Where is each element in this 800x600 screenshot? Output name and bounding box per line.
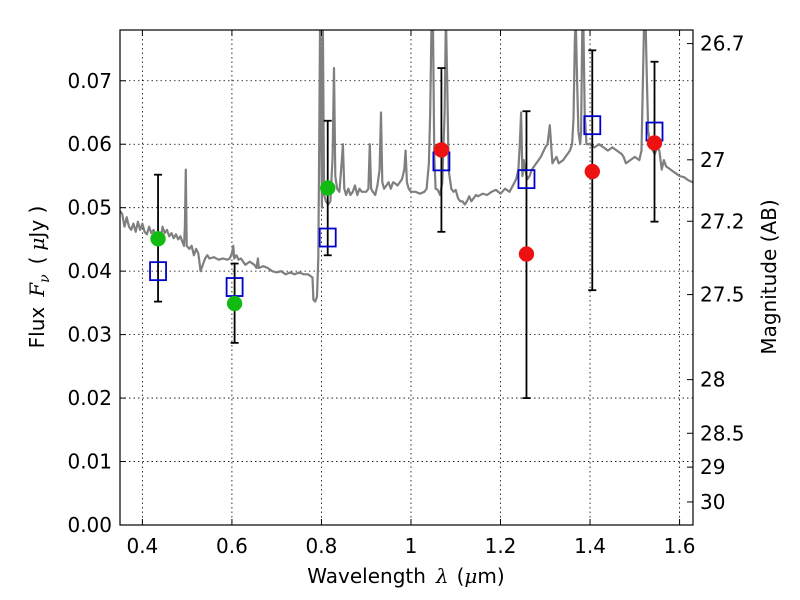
x-tick-label: 1 [405, 534, 418, 558]
y-axis-label-symbol: F [25, 282, 49, 298]
model-box-layer [149, 115, 664, 297]
mag-tick-label: 29 [700, 455, 725, 479]
mag-tick-label: 27.5 [700, 283, 745, 307]
green-data-point [226, 295, 243, 312]
x-axis-label: Wavelength λ (μm) [307, 564, 504, 588]
model-box [583, 115, 602, 136]
spectrum-line [120, 30, 693, 303]
y-axis-label-unit-mu: μ [25, 238, 49, 251]
model-box [517, 169, 536, 190]
y-tick-label: 0.00 [67, 513, 112, 537]
x-tick-label: 1.6 [664, 534, 696, 558]
mag-tick-label: 30 [700, 490, 725, 514]
y-tick-label: 0.04 [67, 259, 112, 283]
red-data-point [433, 142, 450, 158]
x-tick-label: 0.8 [306, 534, 338, 558]
x-axis-label-symbol: λ [435, 564, 449, 588]
y-tick-label: 0.07 [67, 69, 112, 93]
y-tick-label: 0.05 [67, 196, 112, 220]
green-data-point [319, 180, 336, 196]
y-tick-label: 0.06 [67, 132, 112, 156]
x-axis-label-unit-mu: μ [464, 564, 477, 588]
y-axis-label-unit-open: ( [25, 257, 49, 265]
mag-tick-label: 27.2 [700, 209, 745, 233]
y-tick-label: 0.03 [67, 323, 112, 347]
mag-tick-label: 27 [700, 148, 725, 172]
x-axis-label-unit-rest: m) [477, 564, 504, 588]
mag-tick-label: 28 [700, 368, 725, 392]
plot-frame [119, 29, 694, 526]
y-axis-label: Flux Fν ( μJy ) [25, 206, 53, 349]
x-tick-label: 1.2 [485, 534, 517, 558]
y-axis-label-prefix: Flux [25, 307, 49, 349]
y-tick-label: 0.02 [67, 386, 112, 410]
mag-tick-label: 28.5 [700, 421, 745, 445]
y2-axis-label: Magnitude (AB) [757, 199, 781, 354]
model-box [149, 261, 167, 282]
mag-tick-label: 26.7 [700, 32, 745, 56]
y-axis-label-subscript: ν [37, 274, 53, 283]
x-axis-label-prefix: Wavelength [307, 564, 426, 588]
x-axis-label-unit-open: ( [457, 564, 465, 588]
photometry-point-layer [150, 135, 663, 312]
spectrum-layer [120, 30, 693, 303]
model-box [318, 227, 337, 248]
red-data-point [584, 163, 601, 180]
x-tick-label: 0.4 [126, 534, 158, 558]
y-tick-label: 0.01 [67, 450, 112, 474]
y-axis-label-unit-rest: Jy ) [25, 206, 49, 240]
tick-layer: 0.4 0.6 0.8 1 1.2 1.4 1.6 0.00 0.01 0.02 0.03 0.04 0… [67, 30, 745, 558]
x-tick-label: 1.4 [574, 534, 606, 558]
x-tick-label: 0.6 [216, 534, 248, 558]
red-data-point [646, 135, 663, 151]
green-data-point [150, 231, 166, 247]
red-data-point [518, 246, 535, 262]
